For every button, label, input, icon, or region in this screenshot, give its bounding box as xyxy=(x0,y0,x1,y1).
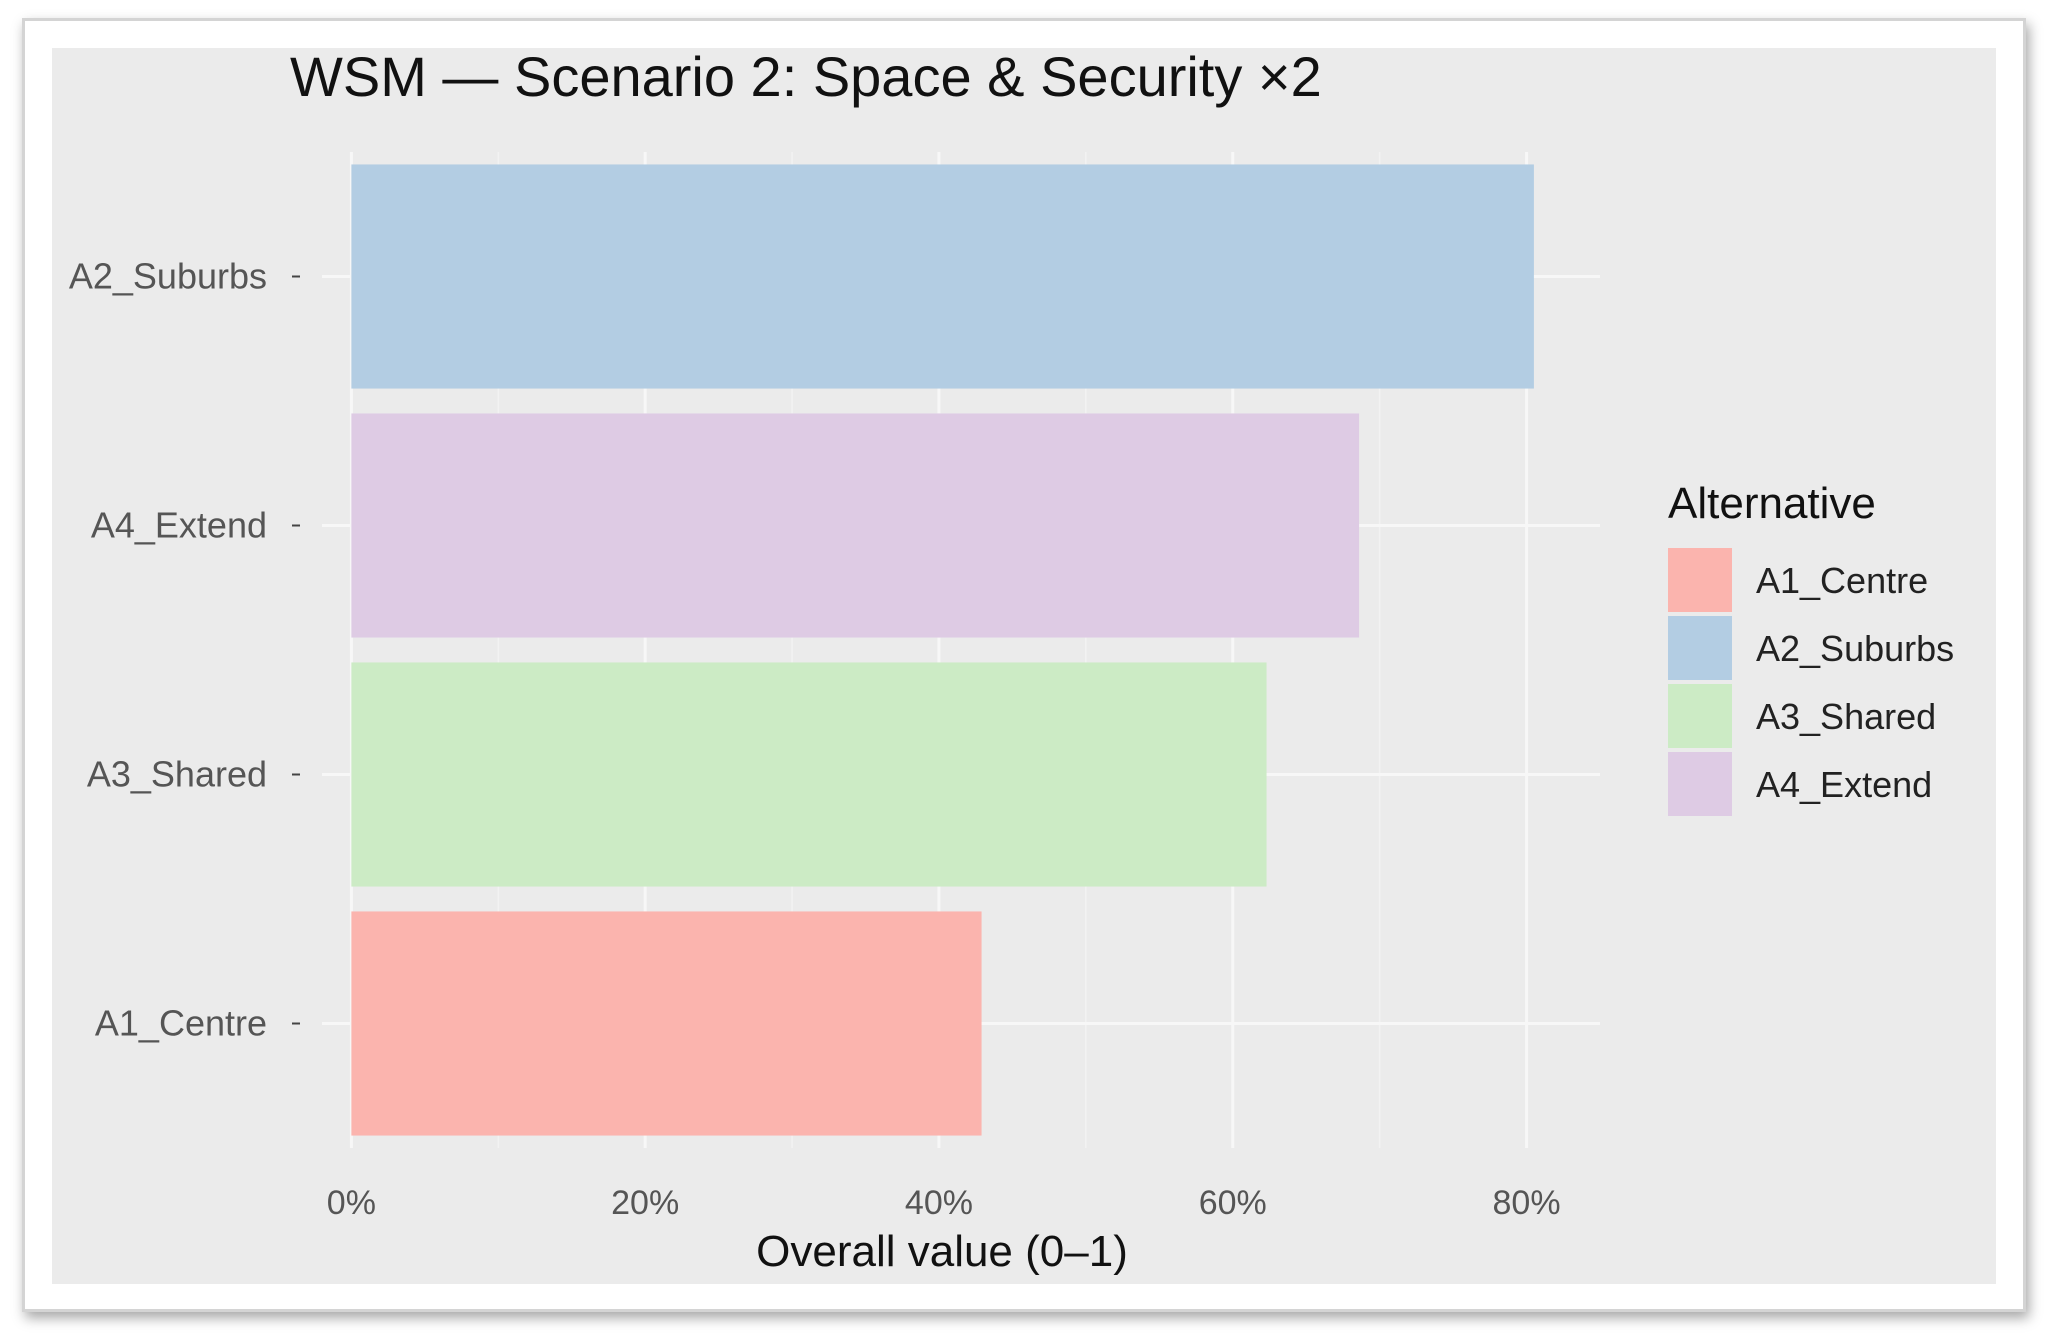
legend-key-a2-suburbs xyxy=(1668,616,1732,680)
bar-a1-centre xyxy=(351,911,982,1136)
legend-key-a1-centre xyxy=(1668,548,1732,612)
legend-label-a4-extend: A4_Extend xyxy=(1756,764,1932,805)
bar-a2-suburbs xyxy=(351,164,1534,389)
legend-key-a4-extend xyxy=(1668,752,1732,816)
bar-a4-extend xyxy=(351,413,1360,638)
y-tick-label: A3_Shared xyxy=(87,754,267,795)
y-tick-label: A4_Extend xyxy=(91,505,267,546)
chart-title: WSM — Scenario 2: Space & Security ×2 xyxy=(290,45,1322,108)
x-axis-label: Overall value (0–1) xyxy=(756,1227,1128,1276)
x-tick-label: 0% xyxy=(327,1184,376,1222)
bar-a3-shared xyxy=(351,662,1267,887)
y-tick-label: A2_Suburbs xyxy=(69,256,267,297)
legend-key-a3-shared xyxy=(1668,684,1732,748)
legend-label-a3-shared: A3_Shared xyxy=(1756,696,1936,737)
x-tick-label: 20% xyxy=(611,1184,679,1222)
x-tick-label: 80% xyxy=(1493,1184,1561,1222)
legend-label-a2-suburbs: A2_Suburbs xyxy=(1756,628,1954,669)
legend: Alternative A1_Centre A2_Suburbs A3_Shared… xyxy=(1668,479,1954,816)
legend-label-a1-centre: A1_Centre xyxy=(1756,560,1928,601)
x-axis-tick-labels: 0% 20% 40% 60% 80% xyxy=(327,1184,1561,1222)
bars xyxy=(351,164,1534,1136)
x-tick-label: 40% xyxy=(905,1184,973,1222)
y-tick-label: A1_Centre xyxy=(95,1003,267,1044)
x-tick-label: 60% xyxy=(1199,1184,1267,1222)
legend-title: Alternative xyxy=(1668,479,1876,528)
y-axis-tick-labels: A2_Suburbs A4_Extend A3_Shared A1_Centre xyxy=(69,256,300,1044)
